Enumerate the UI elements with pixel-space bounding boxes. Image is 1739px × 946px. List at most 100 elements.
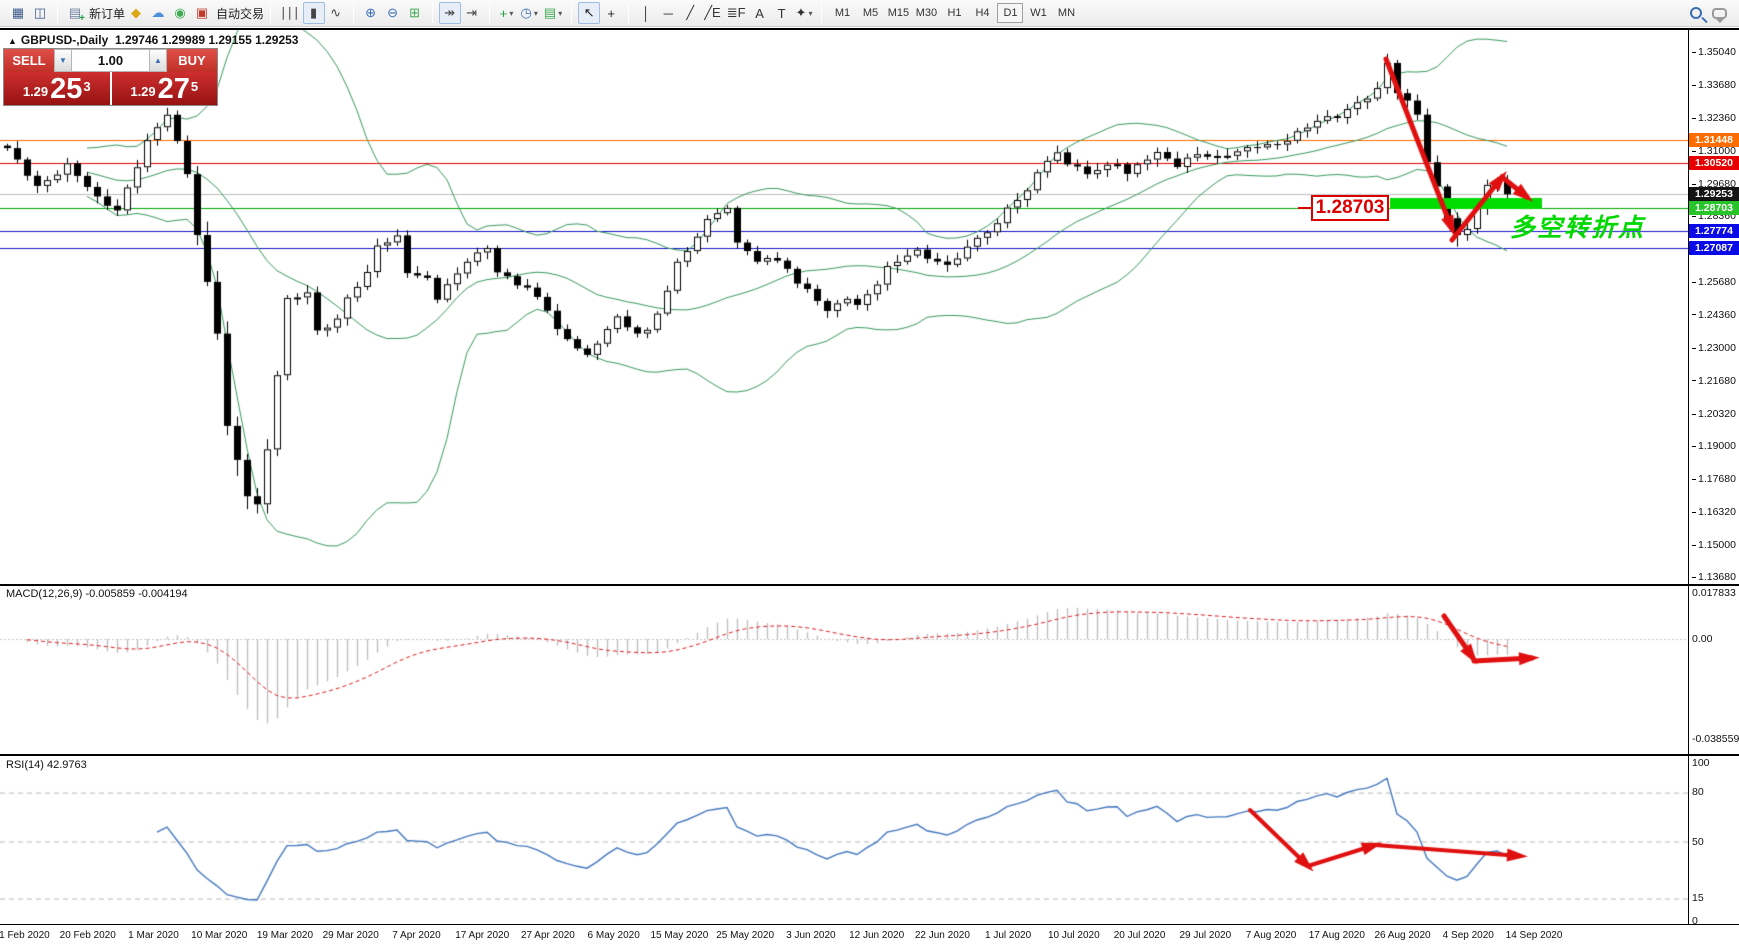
indicators-button[interactable]: + ▾ [496, 2, 518, 24]
crosshair-button[interactable]: + [600, 2, 622, 24]
zoom-out-icon: ⊖ [387, 5, 398, 20]
tile-windows-button[interactable]: ⊞ [404, 2, 426, 24]
auto-scroll-button[interactable]: ↠ [438, 2, 461, 24]
toolbar-separator [57, 3, 58, 23]
new-order-label[interactable]: 新订单 [89, 6, 126, 21]
date-axis-label[interactable]: 1 Mar 2020 [128, 930, 179, 941]
crosshair-icon: + [607, 5, 615, 21]
horizontal-line-icon: ─ [663, 5, 673, 21]
date-axis-label[interactable]: 29 Mar 2020 [322, 930, 379, 941]
equidistant-channel-button[interactable]: ╱E [701, 2, 724, 24]
search-icon[interactable] [1690, 7, 1702, 19]
date-axis-label[interactable]: 6 May 2020 [587, 930, 640, 941]
fibonacci-button[interactable]: ≣F [724, 2, 749, 24]
timeframe-D1-button[interactable]: D1 [997, 3, 1024, 23]
chevron-down-icon: ▾ [558, 8, 563, 18]
chevron-down-icon: ▾ [808, 8, 813, 18]
fibonacci-icon: ≣F [726, 5, 746, 20]
auto-trading-button[interactable]: ▣ [191, 2, 213, 24]
profiles-icon: ◫ [33, 5, 47, 20]
pivot-note-text: 多空转折点 [1510, 214, 1646, 242]
date-axis-label[interactable]: 20 Feb 2020 [59, 930, 116, 941]
text-label-button[interactable]: T [771, 2, 793, 24]
macd-axis-label: 0.00 [1692, 633, 1713, 645]
price-tick-label: 1.32360 [1692, 112, 1736, 124]
timeframe-MN-button[interactable]: MN [1057, 7, 1076, 19]
date-axis-label[interactable]: 7 Apr 2020 [392, 930, 441, 941]
price-scale-border [1688, 30, 1689, 924]
zoom-in-button[interactable]: ⊕ [360, 2, 382, 24]
arrows-objects-button[interactable]: ✦ ▾ [793, 2, 816, 24]
signals-button[interactable]: ◉ [169, 2, 191, 24]
candlestick-chart-button[interactable]: ▮ [302, 2, 325, 24]
date-axis-label[interactable]: 10 Jul 2020 [1047, 930, 1100, 941]
date-axis-label[interactable]: 22 Jun 2020 [914, 930, 970, 941]
date-axis-label[interactable]: 14 Sep 2020 [1505, 930, 1563, 941]
date-axis-label[interactable]: 17 Aug 2020 [1308, 930, 1365, 941]
date-axis-label[interactable]: 12 Jun 2020 [849, 930, 905, 941]
tile-windows-icon: ⊞ [409, 5, 420, 20]
line-chart-button[interactable]: ∿ [325, 2, 347, 24]
timeframe-H4-button[interactable]: H4 [975, 7, 990, 19]
chart-top-border [0, 28, 1739, 30]
date-axis-label[interactable]: 26 Aug 2020 [1374, 930, 1431, 941]
macd-panel[interactable] [0, 587, 1688, 754]
collapse-panel-icon[interactable]: ▲ [8, 36, 17, 46]
date-axis-label[interactable]: 19 Mar 2020 [256, 930, 314, 941]
market-button[interactable]: ☁ [147, 2, 169, 24]
timeframe-W1-button[interactable]: W1 [1030, 7, 1047, 19]
date-axis-label[interactable]: 15 May 2020 [650, 930, 709, 941]
date-axis-label[interactable]: 20 Jul 2020 [1113, 930, 1166, 941]
date-axis-label[interactable]: 17 Apr 2020 [455, 930, 510, 941]
volume-decrease-button[interactable]: ▼ [54, 49, 72, 72]
chart-shift-icon: ⇥ [466, 5, 477, 20]
bar-chart-button[interactable]: ∣∣∣ [277, 2, 303, 24]
sell-price[interactable]: 1.29 25 3 [4, 72, 110, 105]
date-axis-label[interactable]: 11 Feb 2020 [0, 930, 50, 941]
chart-shift-button[interactable]: ⇥ [461, 2, 483, 24]
buy-button[interactable]: BUY [167, 49, 217, 72]
date-axis-label[interactable]: 10 Mar 2020 [191, 930, 248, 941]
metaeditor-button[interactable]: ◆ [125, 2, 147, 24]
vertical-line-button[interactable]: │ [635, 2, 657, 24]
date-axis-label[interactable]: 29 Jul 2020 [1179, 930, 1232, 941]
sell-button[interactable]: SELL [4, 49, 54, 72]
macd-separator[interactable] [0, 584, 1739, 586]
timeframe-M30-button[interactable]: M30 [915, 7, 938, 19]
price-chart[interactable] [0, 30, 1688, 584]
bar-chart-icon: ∣∣∣ [280, 5, 300, 20]
price-level-tag: 1.27774 [1689, 223, 1739, 238]
timeframe-M5-button[interactable]: M5 [862, 7, 879, 19]
rsi-panel[interactable] [0, 757, 1688, 924]
timeframe-M15-button[interactable]: M15 [887, 7, 910, 19]
volume-increase-button[interactable]: ▲ [149, 49, 167, 72]
macd-label: MACD(12,26,9) -0.005859 -0.004194 [6, 588, 188, 600]
profiles-button[interactable]: ◫ [29, 2, 51, 24]
buy-price[interactable]: 1.29 27 5 [111, 72, 217, 105]
timeframe-H1-button[interactable]: H1 [947, 7, 962, 19]
horizontal-line-button[interactable]: ─ [657, 2, 679, 24]
periods-button[interactable]: ◷ ▾ [518, 2, 541, 24]
zoom-out-button[interactable]: ⊖ [382, 2, 404, 24]
trendline-button[interactable]: ╱ [679, 2, 701, 24]
periods-icon: ◷ [520, 5, 532, 20]
timeframe-M1-button[interactable]: M1 [834, 7, 851, 19]
volume-input[interactable]: 1.00 [72, 49, 149, 72]
date-axis-label[interactable]: 3 Jun 2020 [786, 930, 836, 941]
date-axis-label[interactable]: 27 Apr 2020 [520, 930, 575, 941]
rsi-separator[interactable] [0, 754, 1739, 756]
templates-button[interactable]: ▤ ▾ [541, 2, 565, 24]
date-axis-label[interactable]: 4 Sep 2020 [1442, 930, 1494, 941]
date-axis-label[interactable]: 1 Jul 2020 [985, 930, 1032, 941]
price-callout-box: 1.28703 [1311, 195, 1389, 221]
new-chart-button[interactable]: ▦ [7, 2, 29, 24]
date-axis-label[interactable]: 7 Aug 2020 [1245, 930, 1297, 941]
cursor-button[interactable]: ↖ [578, 2, 601, 24]
text-button[interactable]: A [749, 2, 771, 24]
date-axis-label[interactable]: 25 May 2020 [716, 930, 775, 941]
auto-trading-label[interactable]: 自动交易 [216, 6, 265, 21]
chat-icon[interactable] [1712, 7, 1727, 23]
new-order-button[interactable]: ▤ + [64, 2, 86, 24]
line-chart-icon: ∿ [330, 5, 341, 20]
